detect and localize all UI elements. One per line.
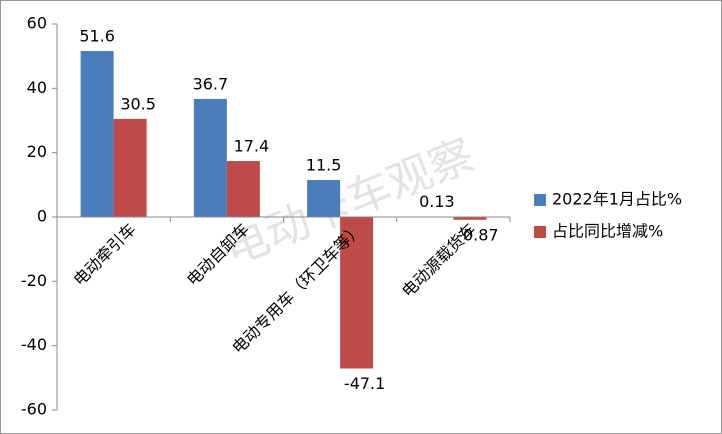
- bar: [307, 180, 341, 217]
- y-tick-label: -60: [21, 400, 47, 419]
- legend-label: 占比同比增减%: [552, 222, 663, 241]
- bar: [453, 217, 487, 220]
- bar: [340, 217, 374, 369]
- data-label: 17.4: [234, 137, 270, 156]
- y-tick-label: 20: [27, 142, 47, 161]
- data-label: 30.5: [120, 94, 156, 113]
- bar: [80, 51, 114, 217]
- data-label: 0.13: [419, 192, 455, 211]
- data-label: -0.87: [457, 225, 498, 244]
- data-label: 11.5: [306, 156, 342, 175]
- y-tick-label: 40: [27, 78, 47, 97]
- bar: [193, 98, 227, 217]
- data-label: -47.1: [344, 374, 385, 393]
- y-tick-label: 0: [37, 207, 47, 226]
- legend-swatch: [534, 226, 546, 238]
- bar: [113, 118, 147, 217]
- data-label: 36.7: [193, 74, 229, 93]
- y-tick-label: -20: [21, 271, 47, 290]
- data-label: 51.6: [79, 27, 115, 46]
- y-tick-label: 60: [27, 14, 47, 33]
- legend-swatch: [534, 194, 546, 206]
- bar: [226, 161, 260, 217]
- y-tick-label: -40: [21, 335, 47, 354]
- legend-label: 2022年1月占比%: [552, 190, 682, 209]
